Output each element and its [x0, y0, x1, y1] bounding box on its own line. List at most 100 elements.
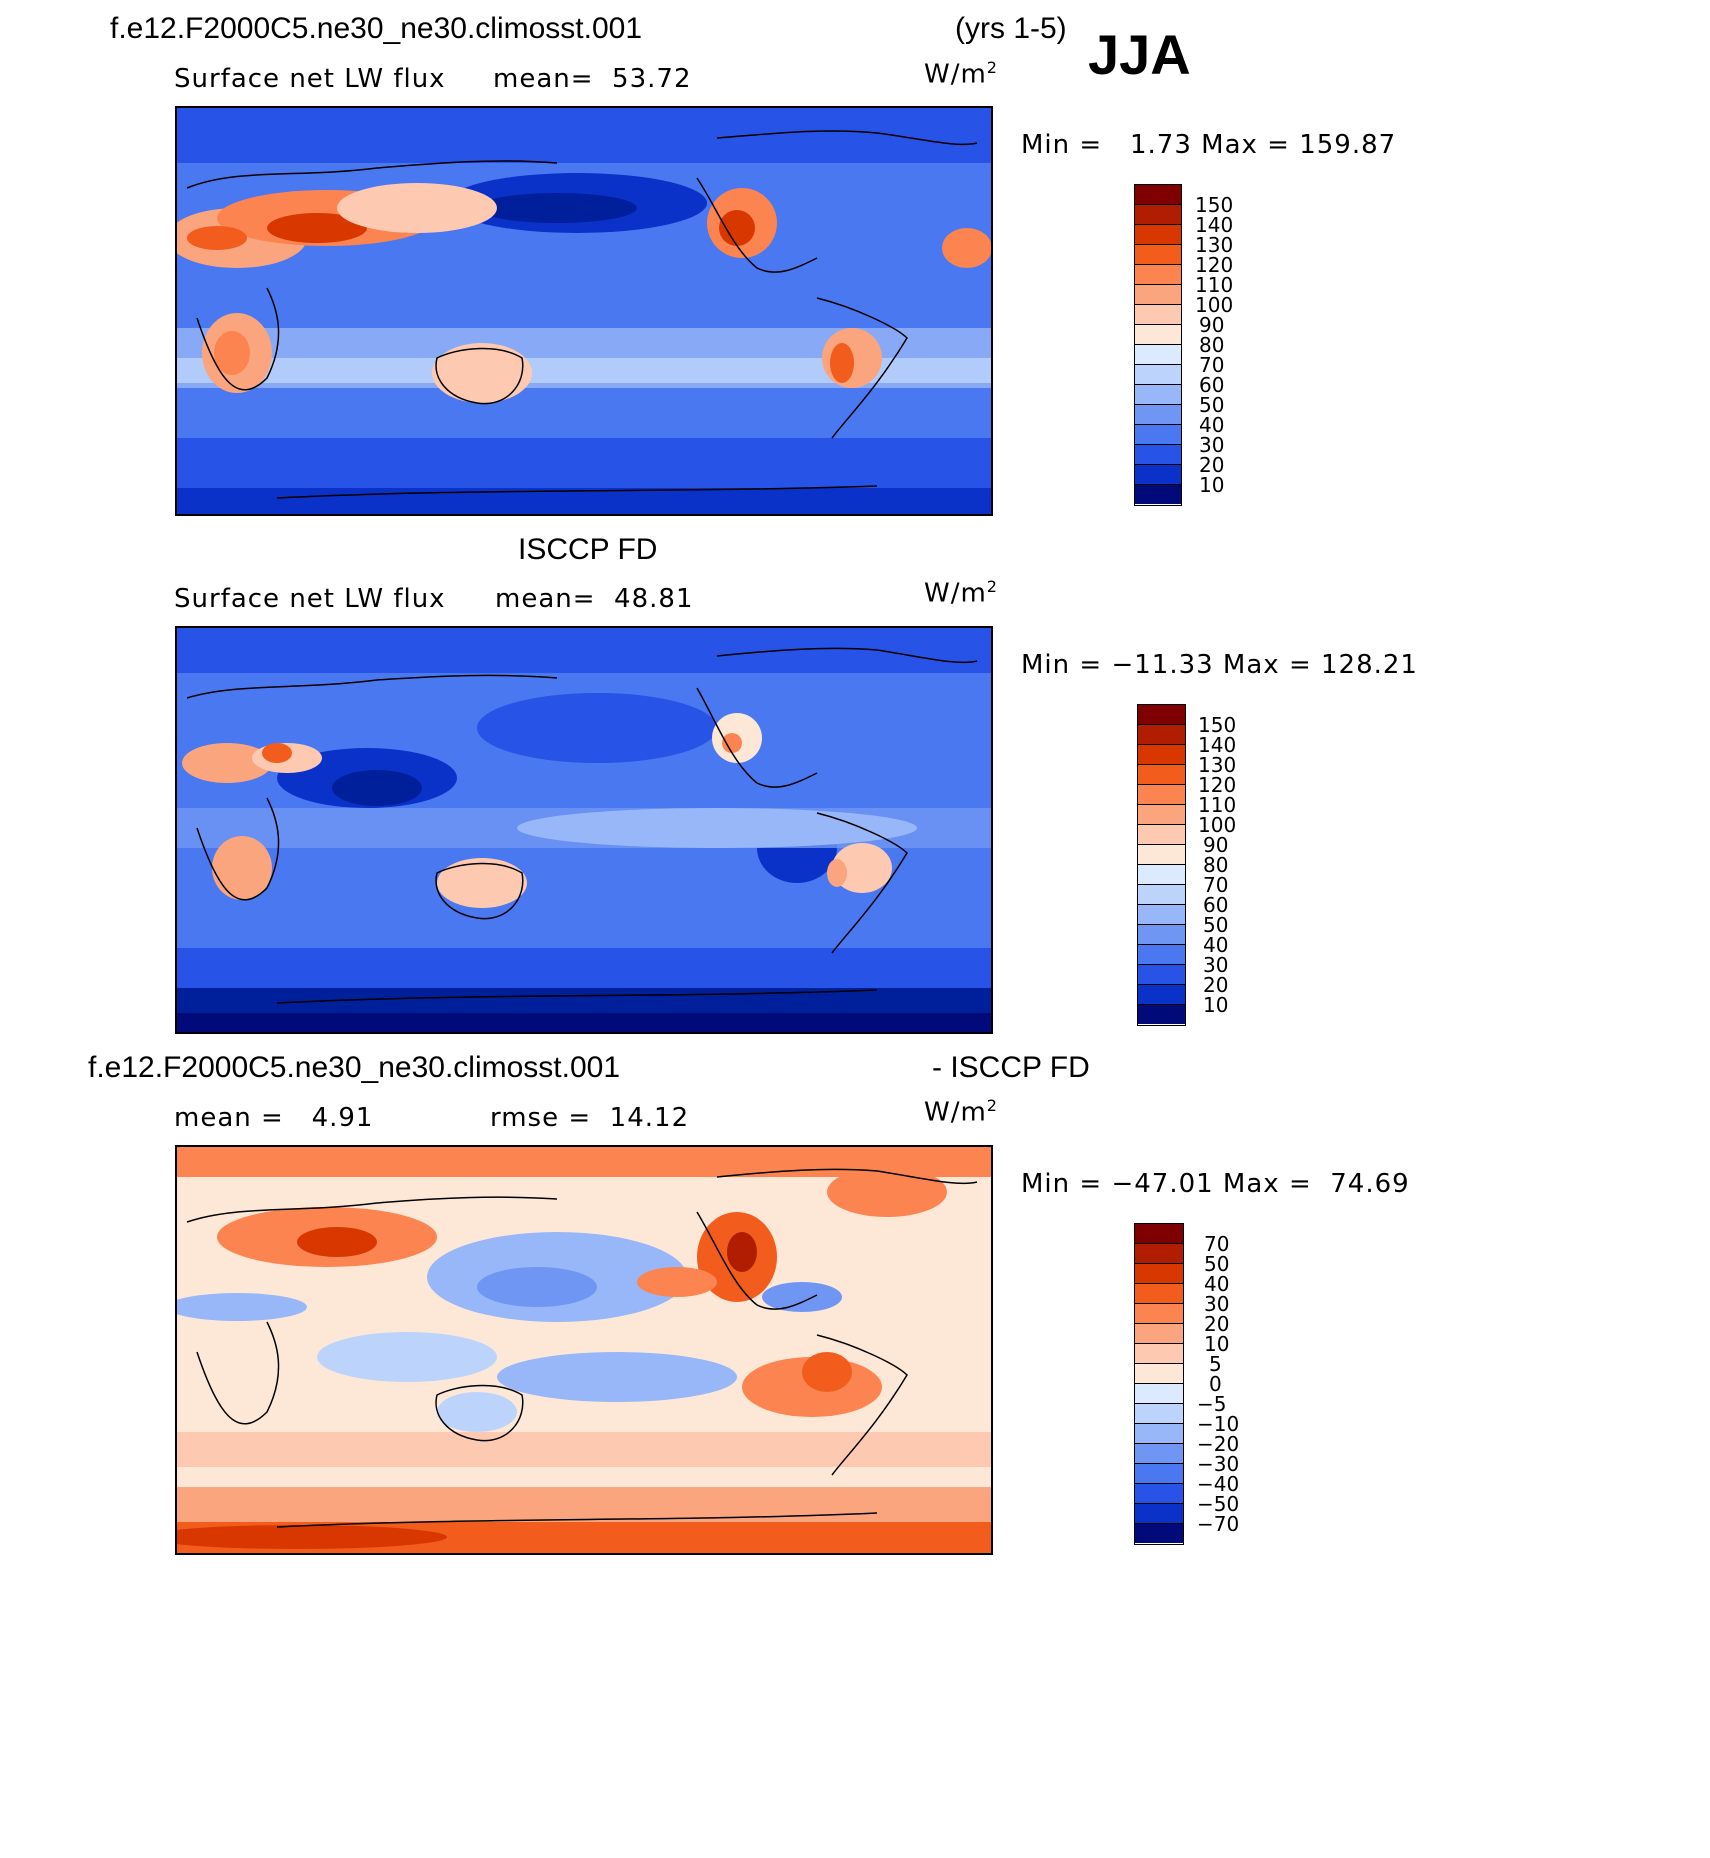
colorbar-tick: 150: [1195, 193, 1234, 217]
colorbar-swatch: [1138, 725, 1185, 745]
colorbar-swatch: [1135, 265, 1181, 285]
colorbar-tick: 60: [1203, 893, 1229, 917]
colorbar-swatch: [1135, 1504, 1183, 1524]
middle-variable-label: Surface net LW flux: [174, 584, 446, 614]
colorbar-tick: 140: [1198, 733, 1237, 757]
colorbar-tick: 10: [1203, 993, 1229, 1017]
colorbar-tick: 20: [1203, 973, 1229, 997]
colorbar-tick: 140: [1195, 213, 1234, 237]
colorbar-swatch: [1135, 285, 1181, 305]
bottom-difference-map: [175, 1145, 993, 1555]
middle-mean-label: mean= 48.81: [495, 584, 694, 614]
colorbar-swatch: [1135, 445, 1181, 465]
colorbar-tick: 50: [1203, 913, 1229, 937]
bottom-rmse-label: rmse = 14.12: [490, 1103, 690, 1133]
colorbar-tick: 120: [1198, 773, 1237, 797]
bottom-mean-label: mean = 4.91: [174, 1103, 374, 1133]
colorbar-tick: −70: [1197, 1512, 1240, 1536]
middle-minmax-label: Min = −11.33 Max = 128.21: [1021, 650, 1418, 680]
colorbar-tick: 110: [1198, 793, 1237, 817]
colorbar-swatch: [1135, 405, 1181, 425]
colorbar-swatch: [1135, 365, 1181, 385]
colorbar-tick: 70: [1204, 1232, 1230, 1256]
colorbar-swatch: [1135, 245, 1181, 265]
colorbar-tick: 40: [1204, 1272, 1230, 1296]
top-minmax-label: Min = 1.73 Max = 159.87: [1021, 130, 1397, 160]
colorbar-swatch: [1135, 305, 1181, 325]
colorbar-swatch: [1135, 1464, 1183, 1484]
colorbar-swatch: [1138, 1005, 1185, 1024]
colorbar-tick: −30: [1197, 1452, 1240, 1476]
middle-units-label: W/m2: [924, 577, 998, 609]
colorbar-swatch: [1135, 1224, 1183, 1244]
colorbar-swatch: [1135, 1384, 1183, 1404]
colorbar-swatch: [1135, 345, 1181, 365]
colorbar-tick: 30: [1203, 953, 1229, 977]
colorbar-tick: −5: [1197, 1392, 1227, 1416]
colorbar-swatch: [1135, 465, 1181, 485]
colorbar-tick: 100: [1198, 813, 1237, 837]
colorbar-tick: 10: [1204, 1332, 1230, 1356]
colorbar-tick: 5: [1209, 1352, 1222, 1376]
colorbar-tick: −50: [1197, 1492, 1240, 1516]
colorbar-swatch: [1138, 845, 1185, 865]
colorbar-swatch: [1138, 885, 1185, 905]
colorbar-tick: 50: [1204, 1252, 1230, 1276]
season-label: JJA: [1088, 23, 1191, 86]
colorbar-swatch: [1138, 765, 1185, 785]
colorbar-swatch: [1135, 205, 1181, 225]
colorbar-tick: −40: [1197, 1472, 1240, 1496]
colorbar-swatch: [1135, 1304, 1183, 1324]
colorbar-tick: 90: [1203, 833, 1229, 857]
bottom-minmax-label: Min = −47.01 Max = 74.69: [1021, 1169, 1410, 1199]
top-model-map: [175, 106, 993, 516]
colorbar-swatch: [1135, 1484, 1183, 1504]
colorbar-swatch: [1138, 745, 1185, 765]
colorbar-swatch: [1135, 325, 1181, 345]
bottom-title-left: f.e12.F2000C5.ne30_ne30.climosst.001: [88, 1051, 621, 1084]
colorbar-tick: 0: [1209, 1372, 1222, 1396]
colorbar-tick: 70: [1199, 353, 1225, 377]
colorbar-swatch: [1135, 1324, 1183, 1344]
colorbar-tick: 150: [1198, 713, 1237, 737]
bottom-colorbar: [1134, 1223, 1184, 1545]
colorbar-tick: 120: [1195, 253, 1234, 277]
colorbar-swatch: [1135, 1264, 1183, 1284]
colorbar-tick: 100: [1195, 293, 1234, 317]
top-units-label: W/m2: [924, 58, 998, 90]
top-years-label: (yrs 1-5): [955, 12, 1067, 45]
colorbar-swatch: [1138, 825, 1185, 845]
colorbar-swatch: [1135, 225, 1181, 245]
colorbar-tick: 40: [1203, 933, 1229, 957]
colorbar-swatch: [1135, 185, 1181, 205]
colorbar-swatch: [1135, 1344, 1183, 1364]
colorbar-tick: 80: [1199, 333, 1225, 357]
colorbar-tick: 130: [1198, 753, 1237, 777]
colorbar-tick: 110: [1195, 273, 1234, 297]
colorbar-tick: −10: [1197, 1412, 1240, 1436]
middle-title: ISCCP FD: [518, 533, 658, 566]
colorbar-swatch: [1138, 925, 1185, 945]
colorbar-swatch: [1135, 1364, 1183, 1384]
colorbar-swatch: [1135, 1524, 1183, 1543]
top-colorbar: [1134, 184, 1182, 506]
middle-colorbar: [1137, 704, 1186, 1026]
colorbar-swatch: [1135, 385, 1181, 405]
colorbar-tick: 50: [1199, 393, 1225, 417]
colorbar-swatch: [1135, 1244, 1183, 1264]
colorbar-tick: 60: [1199, 373, 1225, 397]
colorbar-swatch: [1135, 485, 1181, 504]
middle-obs-map: [175, 626, 993, 1034]
bottom-units-label: W/m2: [924, 1096, 998, 1128]
bottom-title-right: - ISCCP FD: [932, 1051, 1090, 1084]
colorbar-swatch: [1138, 805, 1185, 825]
colorbar-swatch: [1138, 965, 1185, 985]
colorbar-swatch: [1135, 425, 1181, 445]
top-case-title: f.e12.F2000C5.ne30_ne30.climosst.001: [110, 12, 643, 45]
colorbar-tick: 20: [1204, 1312, 1230, 1336]
colorbar-swatch: [1138, 905, 1185, 925]
colorbar-tick: 30: [1204, 1292, 1230, 1316]
colorbar-tick: 130: [1195, 233, 1234, 257]
colorbar-tick: −20: [1197, 1432, 1240, 1456]
colorbar-tick: 70: [1203, 873, 1229, 897]
